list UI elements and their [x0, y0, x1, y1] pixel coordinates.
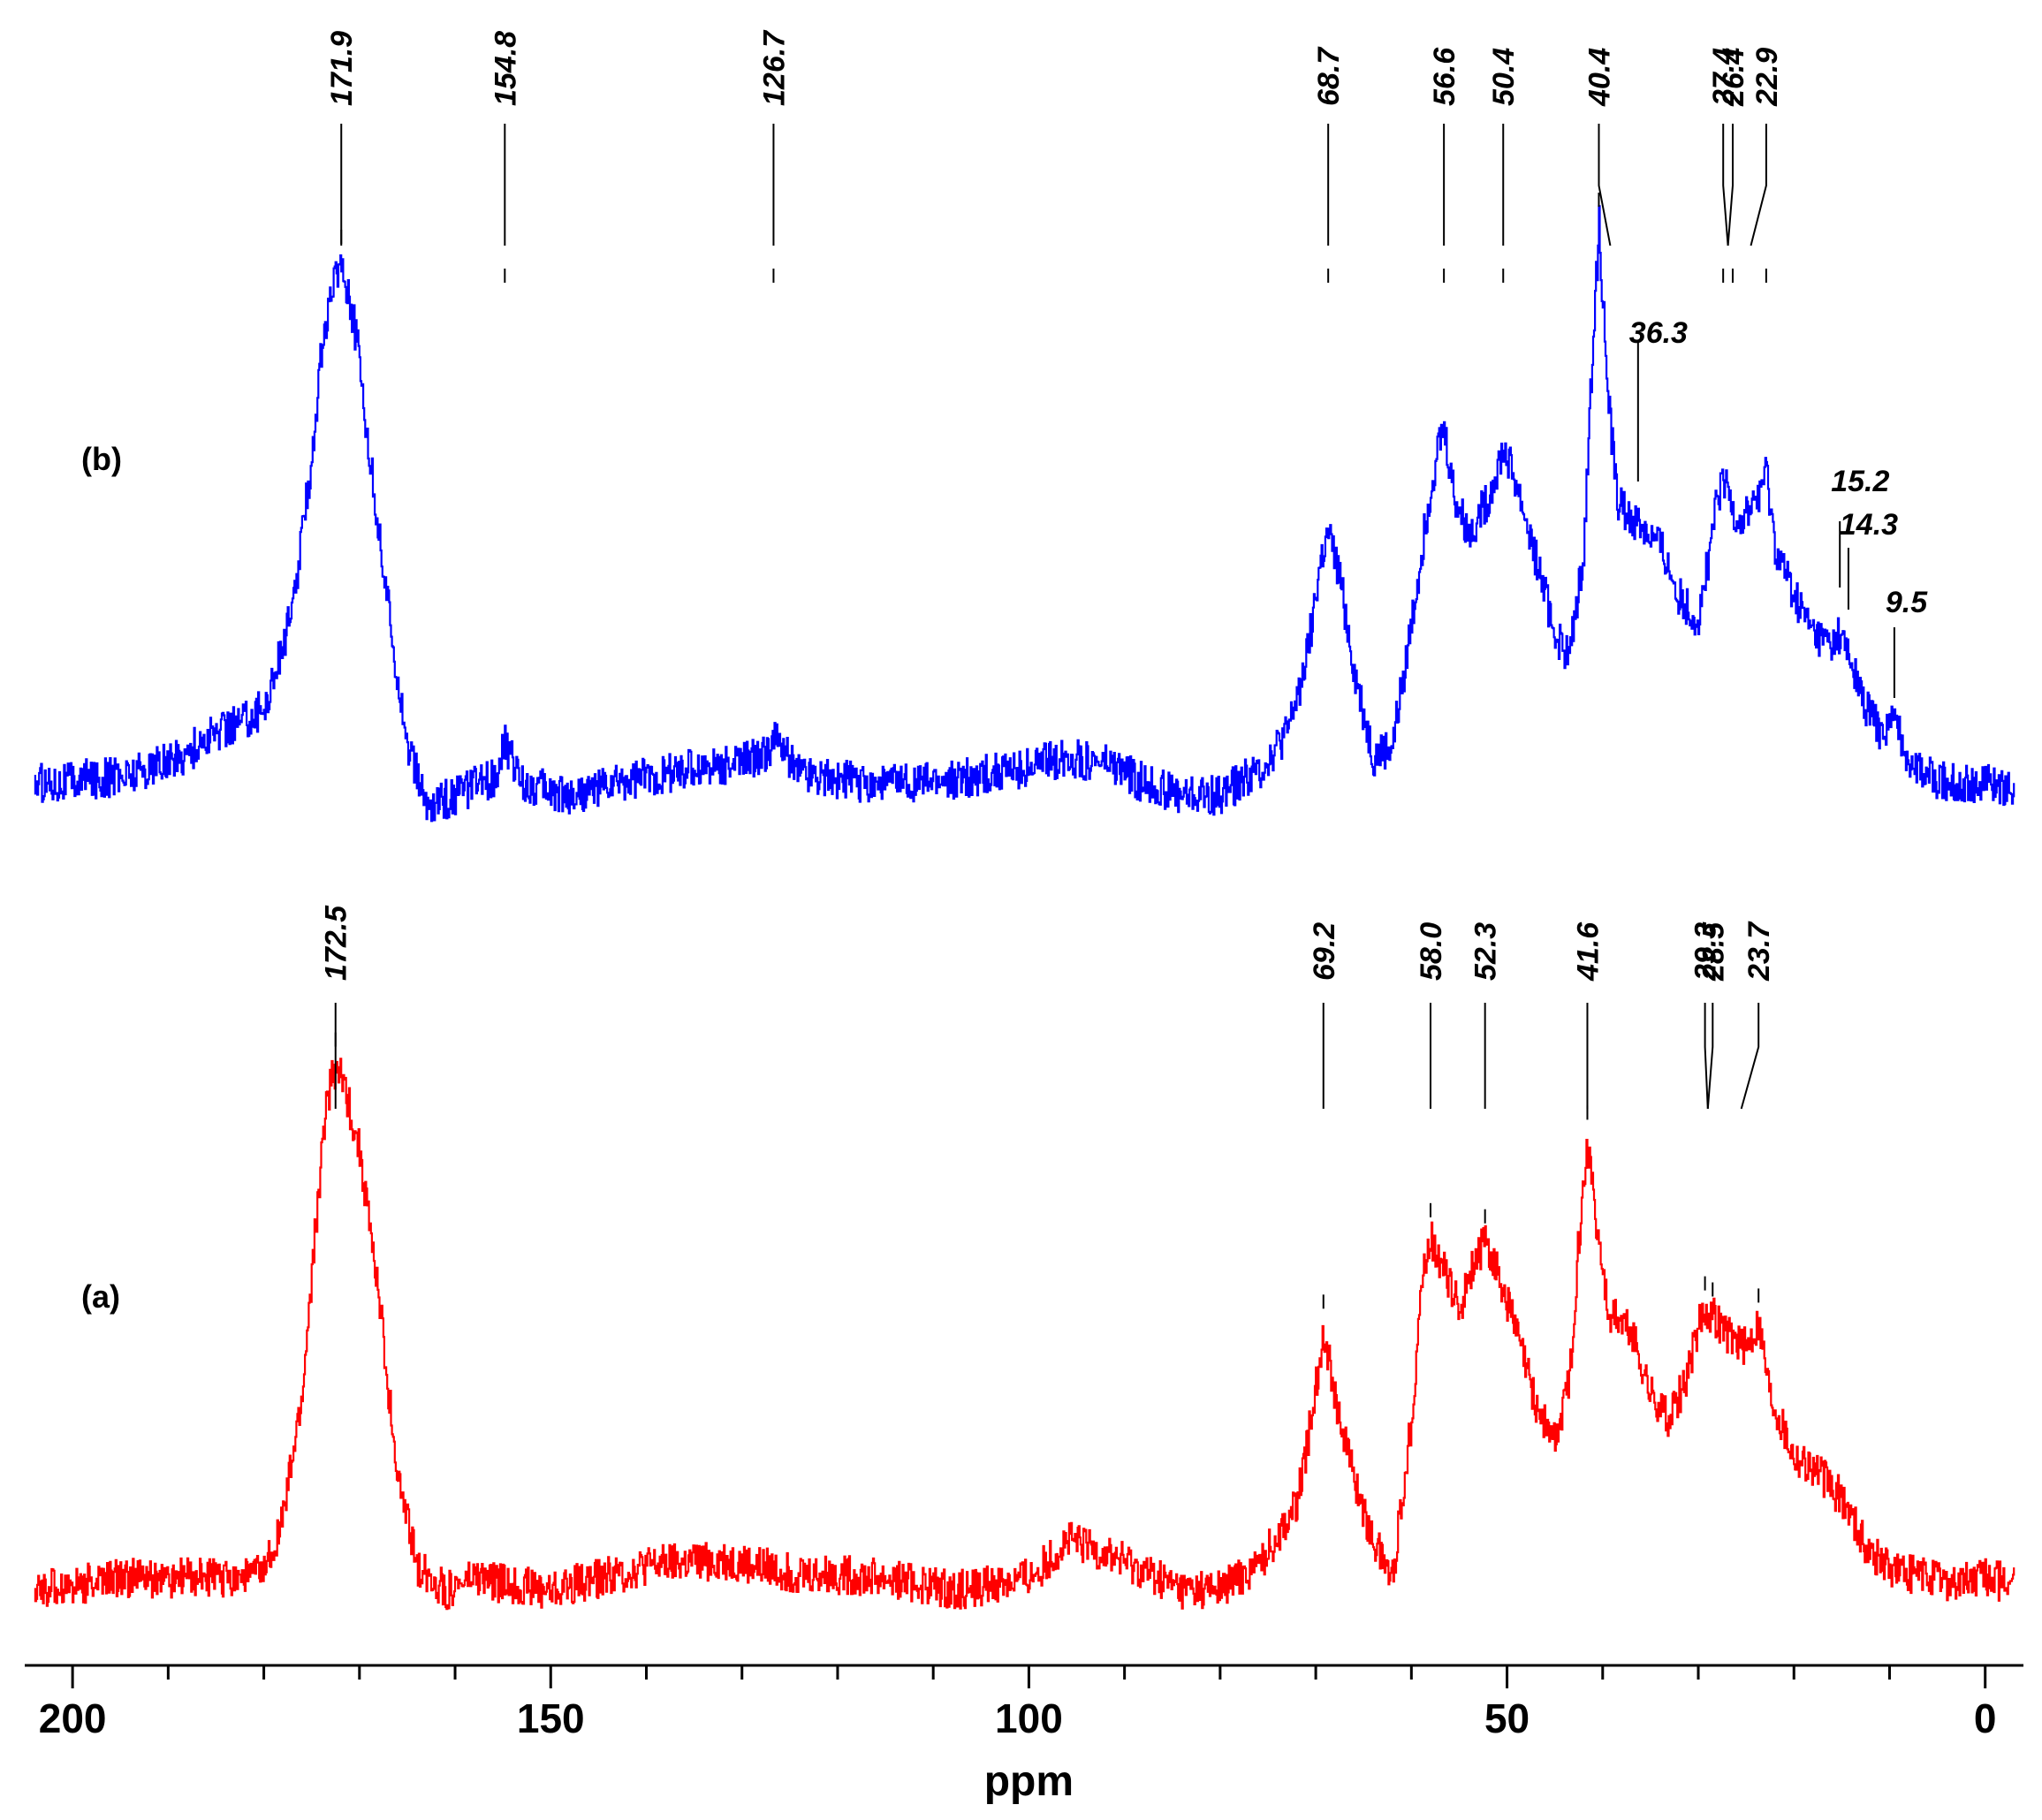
peak-label-a-52-3: 52.3 — [1469, 922, 1503, 981]
peak-label-a-23-7: 23.7 — [1742, 921, 1776, 982]
x-tick-label: 0 — [1974, 1695, 1997, 1741]
peak-leader — [1750, 124, 1767, 246]
peak-label-b-40-4: 40.4 — [1583, 48, 1617, 107]
peak-label-b-126-7: 126.7 — [757, 29, 791, 106]
peak-label-a-41-6: 41.6 — [1572, 921, 1606, 982]
spectra-traces: (b) (a) — [34, 205, 2015, 1611]
peak-label-b-68-7: 68.7 — [1312, 46, 1346, 106]
x-tick-label: 100 — [995, 1695, 1063, 1741]
peak-annotations: 171.9 154.8 126.7 68.7 56.6 50.4 40.4 27.426.4 2… — [71, 29, 1987, 1688]
peak-leader — [1706, 1003, 1714, 1110]
peak-label-a-69-2: 69.2 — [1308, 922, 1341, 981]
series-label-a: (a) — [81, 1278, 120, 1315]
peak-label-b-56-6: 56.6 — [1428, 47, 1461, 106]
peak-label-a-172-5: 172.5 — [320, 905, 353, 981]
x-tick-label: 50 — [1484, 1695, 1530, 1741]
peak-leader — [1722, 124, 1729, 246]
peak-label-b-26-4: 26.4 — [1717, 48, 1750, 107]
spectrum-trace-a — [34, 1058, 2015, 1611]
peak-leader — [1704, 1003, 1709, 1110]
peak-label-a-58-0: 58.0 — [1415, 922, 1448, 981]
peak-label-b-50-4: 50.4 — [1487, 48, 1521, 106]
peak-label-b-14-3: 14.3 — [1840, 508, 1898, 542]
peak-label-a-29-3: 29.3 — [1689, 922, 1723, 982]
series-label-b: (b) — [81, 441, 122, 477]
x-tick-label: 150 — [517, 1695, 585, 1741]
x-axis: 200 150 100 50 0 — [25, 1664, 2023, 1741]
peak-leader — [1727, 124, 1734, 246]
peak-leader — [1740, 1003, 1760, 1110]
x-axis-title: ppm — [984, 1758, 1074, 1805]
x-tick-label: 200 — [39, 1695, 107, 1741]
peak-label-b-27-4: 27.4 — [1707, 48, 1741, 107]
peak-label-b-171-9: 171.9 — [325, 31, 359, 106]
peak-label-b-9-5: 9.5 — [1886, 586, 1928, 619]
peak-label-b-154-8: 154.8 — [489, 31, 522, 106]
spectrum-trace-b — [34, 205, 2015, 823]
peak-label-b-15-2: 15.2 — [1831, 465, 1889, 498]
peak-leader — [1598, 124, 1612, 246]
peak-label-b-22-9: 22.9 — [1750, 48, 1784, 107]
peak-label-b-36-3: 36.3 — [1629, 316, 1688, 350]
peak-label-a-28-5: 28.5 — [1697, 921, 1730, 982]
